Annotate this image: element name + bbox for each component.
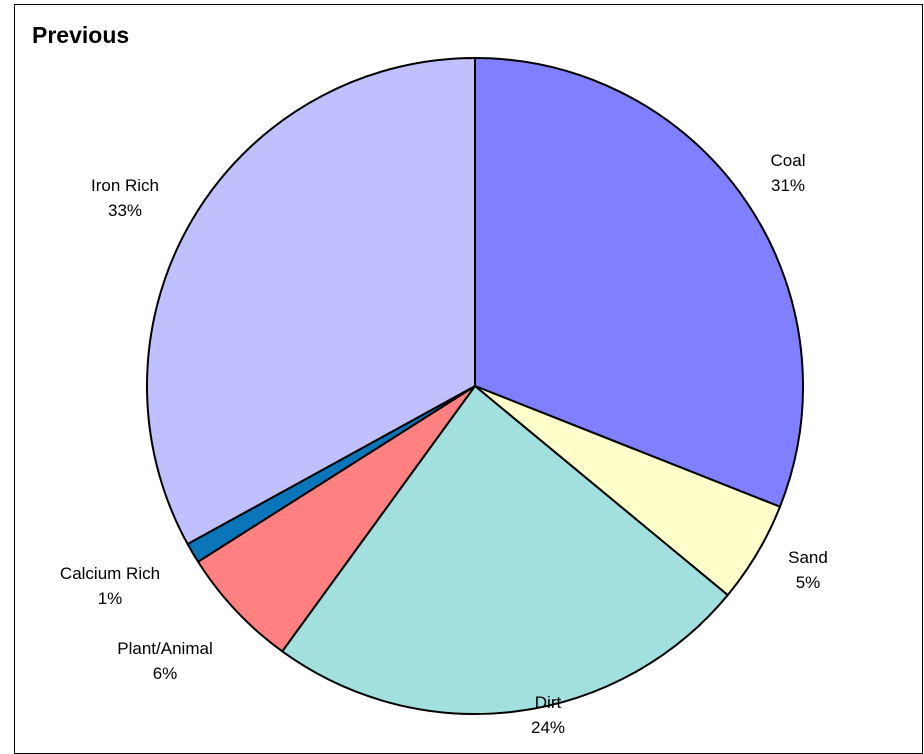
slice-percent-label: 5% bbox=[796, 573, 821, 592]
slice-label: Dirt bbox=[535, 693, 562, 712]
pie-slice-iron-rich bbox=[146, 57, 476, 546]
slice-percent-label: 33% bbox=[108, 201, 142, 220]
slice-percent-label: 1% bbox=[98, 589, 123, 608]
pie-slice-coal bbox=[474, 57, 804, 508]
slice-label: Sand bbox=[788, 548, 828, 567]
slice-label: Plant/Animal bbox=[117, 639, 212, 658]
slice-percent-label: 24% bbox=[531, 718, 565, 737]
pie-slice-dirt bbox=[281, 385, 729, 715]
slice-percent-label: 31% bbox=[771, 176, 805, 195]
chart-title: Previous bbox=[32, 22, 130, 48]
pie-slice-plant-animal bbox=[197, 385, 476, 653]
slice-percent-label: 6% bbox=[153, 664, 178, 683]
slice-label: Iron Rich bbox=[91, 176, 159, 195]
slice-label: Calcium Rich bbox=[60, 564, 160, 583]
slice-label: Coal bbox=[771, 151, 806, 170]
